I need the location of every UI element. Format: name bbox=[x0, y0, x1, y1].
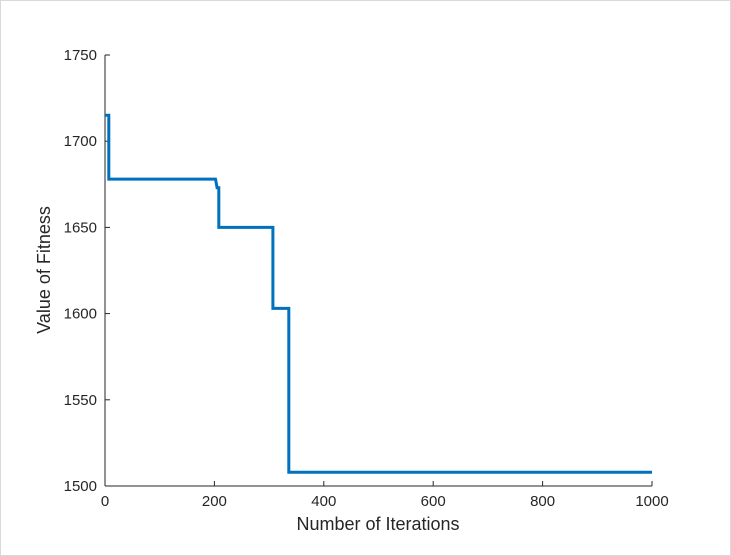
y-tick-label: 1700 bbox=[64, 133, 97, 150]
y-tick-label: 1500 bbox=[64, 478, 97, 495]
x-axis-label: Number of Iterations bbox=[296, 514, 459, 534]
fitness-series-line bbox=[105, 113, 652, 474]
y-tick-label: 1750 bbox=[64, 47, 97, 64]
x-tick-label: 0 bbox=[101, 493, 109, 510]
axes bbox=[104, 55, 652, 487]
x-tick-label: 1000 bbox=[635, 493, 668, 510]
series bbox=[105, 113, 652, 474]
y-axis-label: Value of Fitness bbox=[34, 206, 54, 334]
y-tick-label: 1650 bbox=[64, 219, 97, 236]
y-tick-label: 1550 bbox=[64, 392, 97, 409]
x-tick-label: 400 bbox=[311, 493, 336, 510]
x-tick-label: 200 bbox=[202, 493, 227, 510]
ticks: 0 200 400 600 800 1000 1500 1550 1600 1650 1700 175… bbox=[64, 47, 669, 510]
y-tick-label: 1600 bbox=[64, 306, 97, 323]
x-tick-label: 800 bbox=[530, 493, 555, 510]
x-tick-label: 600 bbox=[421, 493, 446, 510]
